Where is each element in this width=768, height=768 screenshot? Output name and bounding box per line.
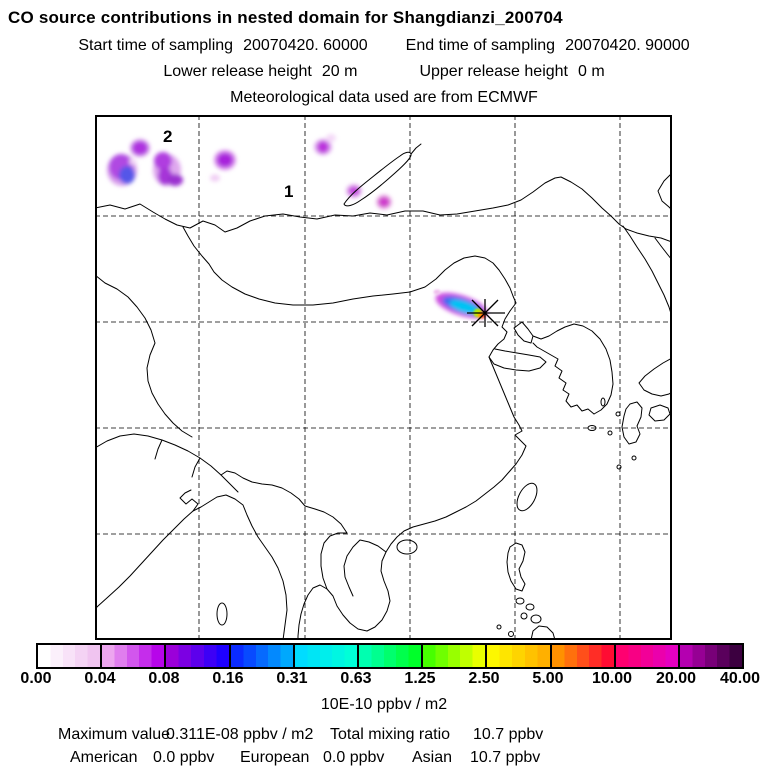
colorbar-segment (485, 645, 550, 667)
start-time-label: Start time of sampling (78, 37, 234, 54)
colorbar-tick: 10.00 (591, 670, 633, 687)
colorbar-tick-labels: 0.00 0.04 0.08 0.16 0.31 0.63 1.25 2.50 5.00 10.0… (20, 670, 760, 690)
upper-release-label: Upper release height (419, 63, 568, 80)
colorbar-tick: 0.00 (20, 670, 52, 687)
region-american-value: 0.0 ppbv (153, 749, 215, 766)
upper-release-value: 0 m (578, 63, 605, 80)
colorbar-tick: 1.25 (404, 670, 436, 687)
release-height-line: Lower release height 20 m Upper release … (0, 63, 768, 81)
colorbar-segment (356, 645, 422, 667)
colorbar-unit-label: 10E-10 ppbv / m2 (320, 696, 448, 713)
colorbar-tick: 20.00 (655, 670, 697, 687)
colorbar-tick: 0.08 (148, 670, 180, 687)
grid-lines (95, 115, 672, 640)
colorbar-segment (228, 645, 293, 667)
colorbar-segment (613, 645, 678, 667)
region-european-label: European (240, 749, 310, 766)
map-plot: 2 1 (95, 115, 672, 640)
total-mixing-ratio-value: 10.7 ppbv (473, 726, 544, 743)
colorbar-segment (421, 645, 486, 667)
region-asian-label: Asian (412, 749, 453, 766)
sampling-time-line: Start time of sampling 20070420. 60000 E… (0, 37, 768, 55)
region-european-value: 0.0 ppbv (323, 749, 385, 766)
receptor-star-marker (467, 299, 505, 327)
receptor-plume (433, 289, 488, 319)
region-label-2: 2 (163, 127, 172, 146)
coastlines (95, 143, 672, 640)
colorbar-segment (100, 645, 165, 667)
colorbar-tick: 0.31 (276, 670, 308, 687)
colorbar-segment (549, 645, 614, 667)
lower-release-label: Lower release height (163, 63, 312, 80)
start-time-value: 20070420. 60000 (243, 37, 368, 54)
region-american-label: American (70, 749, 138, 766)
map-border (95, 115, 672, 640)
end-time-value: 20070420. 90000 (565, 37, 690, 54)
maximum-value-label: Maximum value (58, 726, 171, 743)
concentration-blobs (107, 134, 392, 210)
colorbar-tick: 0.63 (340, 670, 372, 687)
colorbar-tick: 2.50 (468, 670, 500, 687)
colorbar-segment (164, 645, 229, 667)
colorbar-tick: 0.16 (212, 670, 244, 687)
maximum-value: 0.311E-08 ppbv / m2 (166, 726, 314, 743)
lower-release-value: 20 m (321, 63, 358, 80)
colorbar-tick: 0.04 (84, 670, 116, 687)
met-data-line: Meteorological data used are from ECMWF (0, 89, 768, 107)
colorbar-tick: 5.00 (532, 670, 564, 687)
colorbar-segment (38, 645, 101, 667)
page-title: CO source contributions in nested domain… (8, 8, 563, 27)
colorbar-tick: 40.00 (719, 670, 761, 687)
region-asian-value: 10.7 ppbv (470, 749, 541, 766)
met-data-text: Meteorological data used are from ECMWF (230, 89, 538, 106)
total-mixing-ratio-label: Total mixing ratio (330, 726, 451, 743)
colorbar (36, 643, 744, 669)
colorbar-segment (292, 645, 357, 667)
end-time-label: End time of sampling (405, 37, 556, 54)
region-label-1: 1 (284, 182, 293, 201)
colorbar-segment (677, 645, 743, 667)
